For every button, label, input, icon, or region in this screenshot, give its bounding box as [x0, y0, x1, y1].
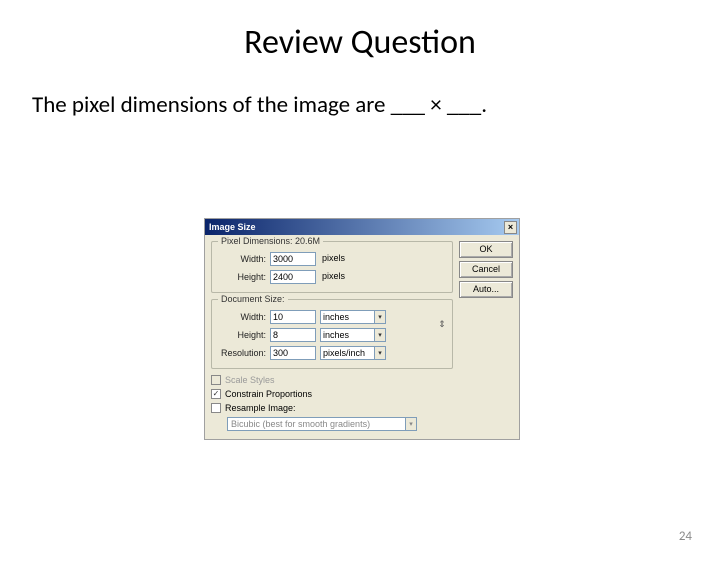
- resolution-field[interactable]: 300: [270, 346, 316, 360]
- document-size-label: Document Size:: [218, 294, 288, 304]
- scale-styles-checkbox[interactable]: [211, 375, 221, 385]
- px-height-unit: pixels: [320, 270, 378, 284]
- doc-height-unit-combo[interactable]: inches ▾: [320, 328, 386, 342]
- dialog-title: Image Size: [209, 222, 256, 232]
- resample-mode-combo[interactable]: Bicubic (best for smooth gradients) ▾: [227, 417, 417, 431]
- resolution-unit-combo[interactable]: pixels/inch ▾: [320, 346, 386, 360]
- doc-height-unit: inches: [320, 328, 374, 342]
- px-width-label: Width:: [218, 254, 266, 264]
- resample-checkbox[interactable]: [211, 403, 221, 413]
- pixel-dimensions-group: Pixel Dimensions: 20.6M Width: 3000 pixe…: [211, 241, 453, 293]
- px-width-unit: pixels: [320, 252, 378, 266]
- doc-width-unit-combo[interactable]: inches ▾: [320, 310, 386, 324]
- question-text: The pixel dimensions of the image are __…: [32, 91, 720, 119]
- pixel-dimensions-label: Pixel Dimensions: 20.6M: [218, 236, 323, 246]
- px-height-field[interactable]: 2400: [270, 270, 316, 284]
- auto-button[interactable]: Auto...: [459, 281, 513, 298]
- doc-height-label: Height:: [218, 330, 266, 340]
- px-width-field[interactable]: 3000: [270, 252, 316, 266]
- dialog-titlebar[interactable]: Image Size ×: [205, 219, 519, 235]
- chevron-down-icon: ▾: [405, 417, 417, 431]
- doc-width-label: Width:: [218, 312, 266, 322]
- document-size-group: Document Size: Width: 10 inches ▾ Hei: [211, 299, 453, 369]
- resample-mode-text: Bicubic (best for smooth gradients): [227, 417, 405, 431]
- px-height-label: Height:: [218, 272, 266, 282]
- resolution-unit: pixels/inch: [320, 346, 374, 360]
- scale-styles-label: Scale Styles: [225, 375, 275, 385]
- ok-button[interactable]: OK: [459, 241, 513, 258]
- link-icon: ⇕: [438, 319, 446, 330]
- image-size-dialog: Image Size × Pixel Dimensions: 20.6M Wid…: [204, 218, 520, 440]
- chevron-down-icon: ▾: [374, 310, 386, 324]
- doc-width-unit: inches: [320, 310, 374, 324]
- constrain-label: Constrain Proportions: [225, 389, 312, 399]
- page-number: 24: [679, 529, 692, 544]
- resample-label: Resample Image:: [225, 403, 296, 413]
- slide-title: Review Question: [0, 22, 720, 63]
- chevron-down-icon: ▾: [374, 346, 386, 360]
- cancel-button[interactable]: Cancel: [459, 261, 513, 278]
- constrain-checkbox[interactable]: ✓: [211, 389, 221, 399]
- resolution-label: Resolution:: [218, 348, 266, 358]
- chevron-down-icon: ▾: [374, 328, 386, 342]
- doc-height-field[interactable]: 8: [270, 328, 316, 342]
- doc-width-field[interactable]: 10: [270, 310, 316, 324]
- close-button[interactable]: ×: [504, 221, 517, 234]
